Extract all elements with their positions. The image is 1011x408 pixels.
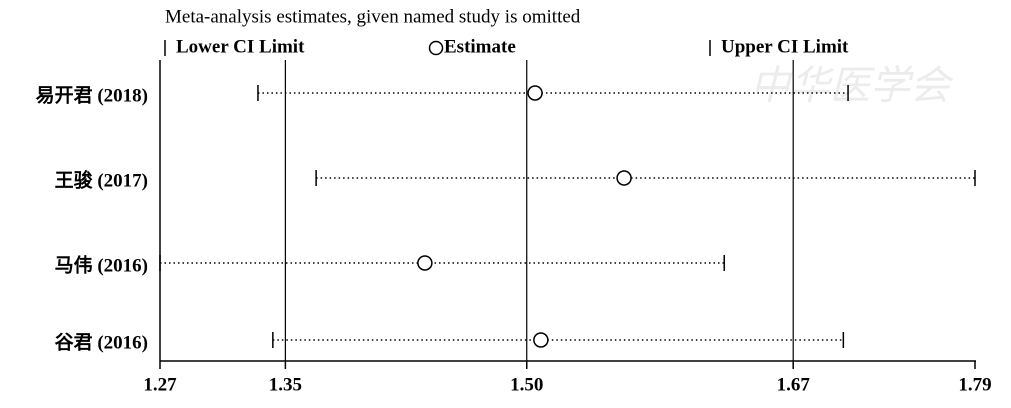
x-tick-label: 1.79 (958, 374, 991, 395)
x-tick-label: 1.35 (269, 374, 302, 395)
x-tick-label: 1.27 (143, 374, 177, 395)
estimate (533, 332, 549, 348)
x-tick-label: 1.50 (510, 374, 543, 395)
legend-symbol (428, 40, 444, 56)
y-tick-label: 王骏 (2017) (55, 168, 148, 191)
x-tick-label: 1.67 (777, 374, 811, 395)
chart-title: Meta-analysis estimates, given named stu… (165, 6, 581, 27)
y-tick-label: 谷君 (2016) (55, 331, 148, 353)
estimate (527, 85, 543, 101)
estimate (616, 170, 632, 186)
watermark: 中华医学会 (750, 63, 954, 108)
legend-label: Upper CI Limit (721, 36, 849, 57)
legend-label: Lower CI Limit (176, 36, 305, 57)
y-tick-label: 马伟 (2016) (55, 253, 148, 276)
legend-label: Estimate (444, 36, 516, 57)
y-tick-label: 易开君 (2018) (36, 84, 148, 106)
estimate (417, 255, 433, 271)
